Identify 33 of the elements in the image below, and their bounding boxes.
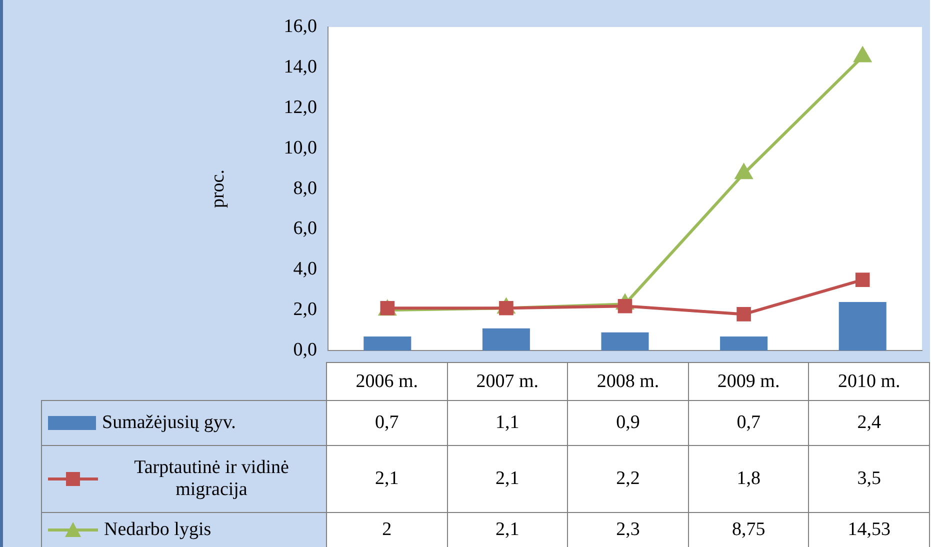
data-label: 14,53 xyxy=(808,512,930,547)
data-label: 2 xyxy=(326,512,448,547)
data-label: 2,1 xyxy=(447,512,568,547)
y-tick-label: 12,0 xyxy=(284,96,317,118)
y-tick-label: 6,0 xyxy=(293,218,317,240)
data-label: 2,3 xyxy=(568,512,688,547)
x-tick-label: 2008 m. xyxy=(568,362,688,400)
data-label: 1,1 xyxy=(447,400,568,446)
data-label: 0,9 xyxy=(568,400,688,446)
data-label: 2,1 xyxy=(447,446,568,512)
y-tick-label: 8,0 xyxy=(293,178,317,199)
legend-label: Nedarbo lygis xyxy=(104,519,212,541)
data-label: 1,8 xyxy=(688,446,809,512)
x-tick-label: 2010 m. xyxy=(808,362,930,400)
x-tick-label: 2007 m. xyxy=(447,362,568,400)
legend-label: Sumažėjusių gyv. xyxy=(102,412,236,434)
y-tick-label: 14,0 xyxy=(284,56,317,78)
legend-label: Tarptautinė ir vidinė migracija xyxy=(133,457,290,501)
data-label: 2,1 xyxy=(326,446,448,512)
y-tick-label: 16,0 xyxy=(284,16,317,37)
data-label: 0,7 xyxy=(688,400,809,446)
data-label: 0,7 xyxy=(326,400,448,446)
data-label: 2,4 xyxy=(808,400,930,446)
y-axis-title: proc. xyxy=(207,170,228,208)
x-tick-label: 2009 m. xyxy=(688,362,809,400)
y-tick-label: 0,0 xyxy=(293,340,317,361)
data-label: 2,2 xyxy=(568,446,688,512)
y-tick-label: 4,0 xyxy=(293,258,317,280)
x-tick-label: 2006 m. xyxy=(326,362,448,400)
y-tick-label: 2,0 xyxy=(293,299,317,320)
y-tick-label: 10,0 xyxy=(284,137,317,158)
data-label: 3,5 xyxy=(808,446,930,512)
data-label: 8,75 xyxy=(688,512,809,547)
